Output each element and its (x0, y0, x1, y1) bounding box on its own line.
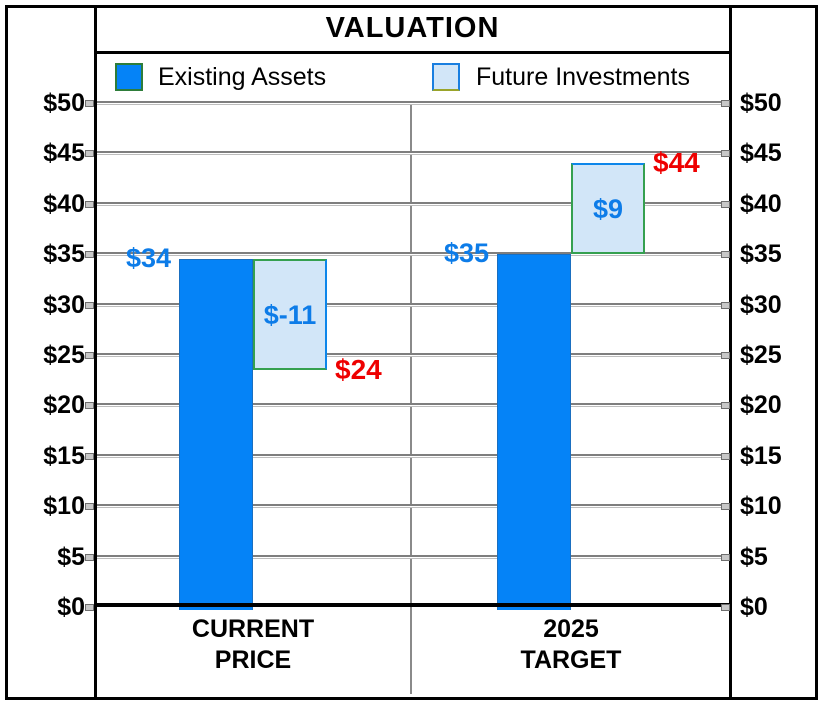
delta-value-label: $9 (592, 193, 624, 224)
y-tick-label-left: $5 (57, 542, 85, 571)
y-tick-label-right: $15 (740, 441, 782, 470)
gridline (95, 504, 730, 509)
tick-nub-right (721, 452, 730, 460)
tick-nub-right (721, 100, 730, 107)
gridline (95, 453, 730, 458)
y-tick-label-left: $45 (43, 139, 85, 168)
gridline (95, 151, 730, 156)
legend-label-future-investments: Future Investments (476, 63, 690, 91)
end-value-label: $24 (335, 354, 382, 386)
tick-nub-left (85, 200, 94, 208)
tick-nub-left (85, 100, 94, 107)
gridline (95, 302, 730, 307)
y-tick-label-right: $35 (740, 240, 782, 269)
legend-swatch-existing-assets (115, 63, 143, 91)
y-tick-label-left: $35 (43, 240, 85, 269)
tick-nub-right (721, 402, 730, 410)
gridline (95, 201, 730, 206)
future-investments-bar (571, 163, 645, 255)
y-tick-label-right: $45 (740, 139, 782, 168)
y-tick-label-right: $40 (740, 189, 782, 218)
existing-assets-bar (497, 254, 571, 610)
y-tick-label-right: $30 (740, 290, 782, 319)
y-tick-label-right: $50 (740, 89, 782, 117)
tick-nub-left (85, 503, 94, 511)
tick-nub-right (721, 352, 730, 359)
tick-nub-left (85, 352, 94, 359)
tick-nub-right (721, 200, 730, 208)
y-tick-label-left: $15 (43, 441, 85, 470)
tick-nub-right (721, 301, 730, 309)
tick-nub-right (721, 150, 730, 158)
gridline (95, 353, 730, 357)
category-label-line: 2025 (543, 615, 599, 643)
x-axis-line (94, 603, 732, 607)
category-label-line: TARGET (520, 646, 622, 674)
tick-nub-right (721, 553, 730, 561)
y-tick-label-right: $5 (740, 542, 768, 571)
tick-nub-left (85, 251, 94, 259)
y-tick-label-left: $20 (43, 391, 85, 420)
chart-frame (5, 5, 818, 700)
future-investments-bar (253, 259, 327, 371)
end-value-label: $44 (653, 147, 700, 179)
y-tick-label-left: $10 (43, 492, 85, 521)
y-tick-label-right: $25 (740, 341, 782, 369)
tick-nub-left (85, 150, 94, 158)
tick-nub-left (85, 301, 94, 309)
y-tick-label-right: $20 (740, 391, 782, 420)
tick-nub-right (721, 251, 730, 259)
start-value-label: $34 (125, 243, 171, 274)
y-tick-label-left: $0 (57, 593, 85, 621)
category-label: CURRENT PRICE (103, 614, 403, 676)
gridline (95, 252, 730, 257)
plot-left-border (94, 8, 97, 697)
gridline (95, 403, 730, 408)
tick-nub-right (721, 503, 730, 511)
y-tick-label-left: $25 (43, 341, 85, 369)
chart-title: VALUATION (325, 12, 500, 44)
y-tick-label-right: $10 (740, 492, 782, 521)
category-label-line: PRICE (214, 646, 292, 674)
category-label-line: CURRENT (191, 615, 315, 643)
plot-right-border (729, 8, 732, 697)
title-divider-line (94, 51, 732, 54)
y-tick-label-left: $40 (43, 189, 85, 218)
tick-nub-left (85, 402, 94, 410)
y-tick-label-left: $50 (43, 89, 85, 117)
category-label: 2025 TARGET (421, 614, 721, 676)
gridline (95, 101, 730, 105)
delta-value-label: $-11 (263, 299, 317, 330)
category-divider-line (410, 103, 412, 694)
y-tick-label-right: $0 (740, 593, 768, 621)
existing-assets-bar (179, 259, 253, 610)
gridline (95, 554, 730, 559)
tick-nub-left (85, 553, 94, 561)
legend-label-existing-assets: Existing Assets (158, 63, 327, 91)
tick-nub-left (85, 452, 94, 460)
y-tick-label-left: $30 (43, 290, 85, 319)
legend-swatch-future-investments (432, 63, 460, 91)
tick-nub-right (721, 604, 730, 611)
start-value-label: $35 (443, 238, 489, 269)
tick-nub-left (85, 604, 94, 611)
